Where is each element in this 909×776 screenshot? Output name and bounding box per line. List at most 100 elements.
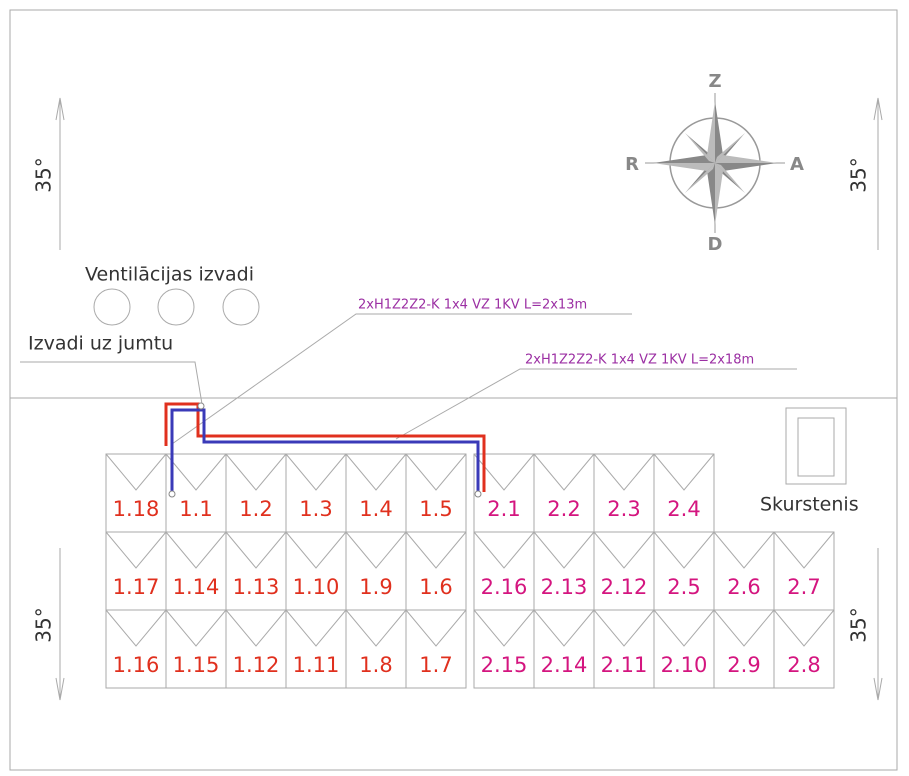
panel-mark [105, 531, 167, 569]
panel-mark [105, 609, 167, 647]
panel-mark [533, 609, 595, 647]
panel-mark [345, 531, 407, 569]
panel-label: 2.6 [727, 575, 760, 599]
cable-blue [170, 408, 480, 492]
panel-label: 1.16 [113, 653, 160, 677]
panel-mark [105, 453, 167, 491]
panel-mark [165, 609, 227, 647]
panel-mark [593, 609, 655, 647]
panel-mark [773, 609, 835, 647]
panel-label: 1.13 [233, 575, 280, 599]
panel-label: 2.2 [547, 497, 580, 521]
panel-mark [653, 453, 715, 491]
vent [157, 288, 195, 326]
panel-mark [713, 531, 775, 569]
panel-label: 1.7 [419, 653, 452, 677]
cable-red [164, 402, 486, 492]
panel-mark [593, 453, 655, 491]
panel-label: 2.15 [481, 653, 528, 677]
panel [405, 609, 467, 689]
panel-label: 1.11 [293, 653, 340, 677]
panel-label: 2.5 [667, 575, 700, 599]
panel-mark [653, 609, 715, 647]
chimney [785, 407, 847, 485]
panel-mark [473, 609, 535, 647]
panel-mark [225, 453, 287, 491]
panel-mark [285, 609, 347, 647]
panel-label: 1.9 [359, 575, 392, 599]
cable-end [168, 490, 176, 498]
cable-label: 2xH1Z2Z2-K 1x4 VZ 1KV L=2x13m [358, 298, 587, 313]
panel-label: 1.12 [233, 653, 280, 677]
panel-label: 2.16 [481, 575, 528, 599]
leader [171, 313, 632, 445]
panel-mark [285, 453, 347, 491]
panel-label: 2.12 [601, 575, 648, 599]
panel-mark [345, 453, 407, 491]
panel-mark [405, 531, 467, 569]
cable-label: 2xH1Z2Z2-K 1x4 VZ 1KV L=2x18m [525, 353, 754, 368]
panel-mark [473, 531, 535, 569]
chimney-label: Skurstenis [760, 494, 859, 516]
panel-label: 1.18 [113, 497, 160, 521]
panel-label: 2.1 [487, 497, 520, 521]
panel-label: 2.8 [787, 653, 820, 677]
panel-label: 1.8 [359, 653, 392, 677]
panel [773, 609, 835, 689]
panel-label: 1.5 [419, 497, 452, 521]
compass-letter: R [625, 154, 639, 175]
panel-label: 2.7 [787, 575, 820, 599]
cable-end [197, 402, 205, 410]
angle-label: 35° [32, 157, 56, 192]
angle-label: 35° [32, 607, 56, 642]
panel-mark [653, 531, 715, 569]
cable-end [474, 490, 482, 498]
panel-label: 2.14 [541, 653, 588, 677]
panel-label: 1.2 [239, 497, 272, 521]
panel-mark [165, 453, 227, 491]
angle-label: 35° [847, 157, 871, 192]
panel-mark [533, 531, 595, 569]
ventilation-label: Ventilācijas izvadi [85, 264, 254, 286]
panel-mark [533, 453, 595, 491]
panel-mark [165, 531, 227, 569]
panel-mark [593, 531, 655, 569]
compass-letter: A [790, 154, 804, 175]
panel-label: 2.3 [607, 497, 640, 521]
panel-mark [345, 609, 407, 647]
vent [93, 288, 131, 326]
panel-label: 1.14 [173, 575, 220, 599]
panel-label: 1.15 [173, 653, 220, 677]
panel-label: 2.10 [661, 653, 708, 677]
leader [20, 361, 203, 405]
roof-border [9, 9, 898, 771]
panel-label: 1.1 [179, 497, 212, 521]
panel-label: 2.11 [601, 653, 648, 677]
vent [222, 288, 260, 326]
panel-label: 2.13 [541, 575, 588, 599]
panel-mark [713, 609, 775, 647]
panel-mark [405, 609, 467, 647]
angle-arrows [55, 97, 883, 701]
panel-mark [285, 531, 347, 569]
panel-label: 1.6 [419, 575, 452, 599]
leader [395, 368, 797, 440]
roof-outlet-label: Izvadi uz jumtu [28, 333, 173, 355]
panel-label: 2.9 [727, 653, 760, 677]
compass [645, 93, 785, 233]
panel-label: 1.4 [359, 497, 392, 521]
compass-letter: Z [708, 71, 721, 92]
panel-mark [225, 609, 287, 647]
panels: 1.18 1.1 1.2 1.3 1.4 1.5 1.17 1.14 1.13 1.10 1.9 1.… [105, 453, 835, 689]
compass-letter: D [708, 234, 723, 255]
panel-label: 2.4 [667, 497, 700, 521]
panel-mark [225, 531, 287, 569]
angle-label: 35° [847, 607, 871, 642]
panel-label: 1.10 [293, 575, 340, 599]
panel-label: 1.3 [299, 497, 332, 521]
panel-mark [773, 531, 835, 569]
panel-mark [405, 453, 467, 491]
chimney-inner [797, 417, 835, 477]
panel-label: 1.17 [113, 575, 160, 599]
